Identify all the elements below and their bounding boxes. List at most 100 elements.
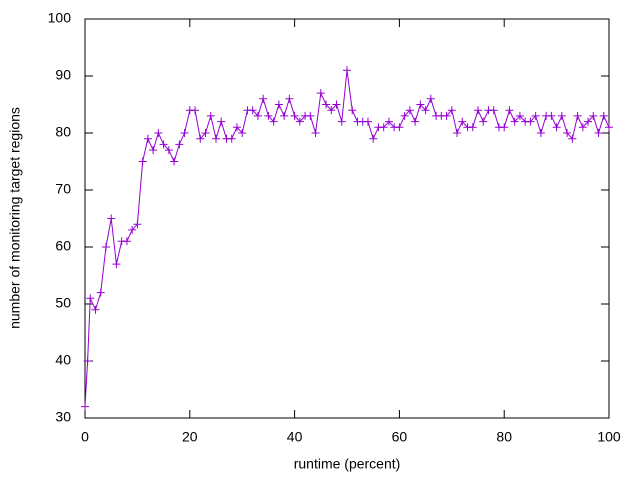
- point-marker: [416, 100, 425, 109]
- point-marker: [526, 117, 535, 126]
- point-marker: [453, 129, 462, 137]
- point-marker: [510, 117, 519, 126]
- point-marker: [515, 111, 524, 120]
- point-marker: [536, 129, 545, 137]
- point-marker: [285, 94, 294, 103]
- point-marker: [164, 146, 173, 155]
- point-marker: [253, 111, 262, 120]
- point-marker: [589, 111, 598, 120]
- point-marker: [311, 129, 320, 137]
- y-tick-label: 30: [55, 409, 71, 425]
- y-tick-label: 70: [55, 181, 71, 197]
- x-axis-label: runtime (percent): [294, 456, 401, 472]
- y-tick-label: 40: [55, 352, 71, 368]
- point-marker: [599, 111, 608, 120]
- point-marker: [594, 129, 603, 137]
- point-marker: [500, 123, 509, 132]
- point-marker: [133, 220, 142, 229]
- plot-frame: [84, 18, 610, 419]
- point-marker: [232, 123, 241, 132]
- point-marker: [306, 111, 315, 120]
- point-marker: [395, 123, 404, 132]
- point-marker: [81, 402, 89, 411]
- point-marker: [175, 140, 184, 149]
- point-marker: [122, 237, 131, 246]
- point-marker: [563, 129, 572, 137]
- point-marker: [143, 134, 152, 143]
- point-marker: [584, 117, 593, 126]
- point-marker: [547, 111, 556, 120]
- point-marker: [101, 243, 110, 251]
- point-marker: [290, 111, 299, 120]
- x-tick-label: 80: [496, 429, 512, 445]
- point-marker: [86, 294, 95, 303]
- point-marker: [274, 100, 283, 109]
- point-marker: [363, 117, 372, 126]
- point-marker: [447, 106, 456, 115]
- point-marker: [327, 106, 336, 115]
- x-tick-label: 100: [597, 429, 621, 445]
- point-marker: [112, 260, 121, 269]
- point-marker: [170, 157, 179, 166]
- point-marker: [107, 214, 116, 223]
- y-tick-label: 80: [55, 124, 71, 140]
- point-marker: [489, 106, 498, 115]
- y-tick-label: 60: [55, 238, 71, 254]
- point-marker: [369, 134, 378, 143]
- y-axis-label: number of monitoring target regions: [7, 107, 23, 329]
- point-marker: [149, 146, 158, 155]
- point-marker: [96, 288, 105, 297]
- point-marker: [154, 129, 163, 137]
- point-marker: [379, 123, 388, 132]
- point-marker: [605, 123, 613, 132]
- point-marker: [83, 357, 92, 365]
- x-tick-label: 0: [81, 429, 89, 445]
- point-marker: [411, 117, 420, 126]
- point-marker: [280, 111, 289, 120]
- point-marker: [322, 100, 331, 109]
- point-marker: [91, 305, 100, 314]
- point-marker: [384, 117, 393, 126]
- point-marker: [159, 140, 168, 149]
- point-marker: [468, 123, 477, 132]
- point-marker: [552, 123, 561, 132]
- y-tick-label: 50: [55, 295, 71, 311]
- point-marker: [269, 117, 278, 126]
- point-marker: [458, 117, 467, 126]
- point-marker: [421, 106, 430, 115]
- point-marker: [196, 134, 205, 143]
- point-marker: [531, 111, 540, 120]
- point-marker: [426, 94, 435, 103]
- x-tick-label: 40: [287, 429, 303, 445]
- point-marker: [180, 129, 189, 137]
- point-marker: [568, 134, 577, 143]
- point-marker: [557, 111, 566, 120]
- x-tick-label: 20: [182, 429, 198, 445]
- point-marker: [479, 117, 488, 126]
- point-marker: [348, 106, 357, 115]
- point-marker: [248, 106, 257, 115]
- x-tick-label: 60: [392, 429, 408, 445]
- point-marker: [191, 106, 200, 115]
- point-marker: [227, 134, 236, 143]
- point-marker: [212, 134, 220, 143]
- point-marker: [201, 129, 210, 137]
- series-line: [84, 70, 610, 407]
- point-marker: [505, 106, 514, 115]
- y-tick-label: 100: [48, 10, 72, 26]
- point-marker: [343, 66, 351, 75]
- point-marker: [295, 117, 304, 126]
- point-marker: [474, 106, 482, 115]
- point-marker: [405, 106, 414, 115]
- point-marker: [238, 129, 247, 137]
- point-marker: [259, 94, 268, 103]
- point-marker: [400, 111, 409, 120]
- point-marker: [442, 111, 451, 120]
- point-marker: [332, 100, 341, 109]
- point-marker: [264, 111, 273, 120]
- point-marker: [578, 123, 587, 132]
- point-marker: [206, 111, 215, 120]
- point-marker: [337, 117, 346, 126]
- point-marker: [217, 117, 226, 126]
